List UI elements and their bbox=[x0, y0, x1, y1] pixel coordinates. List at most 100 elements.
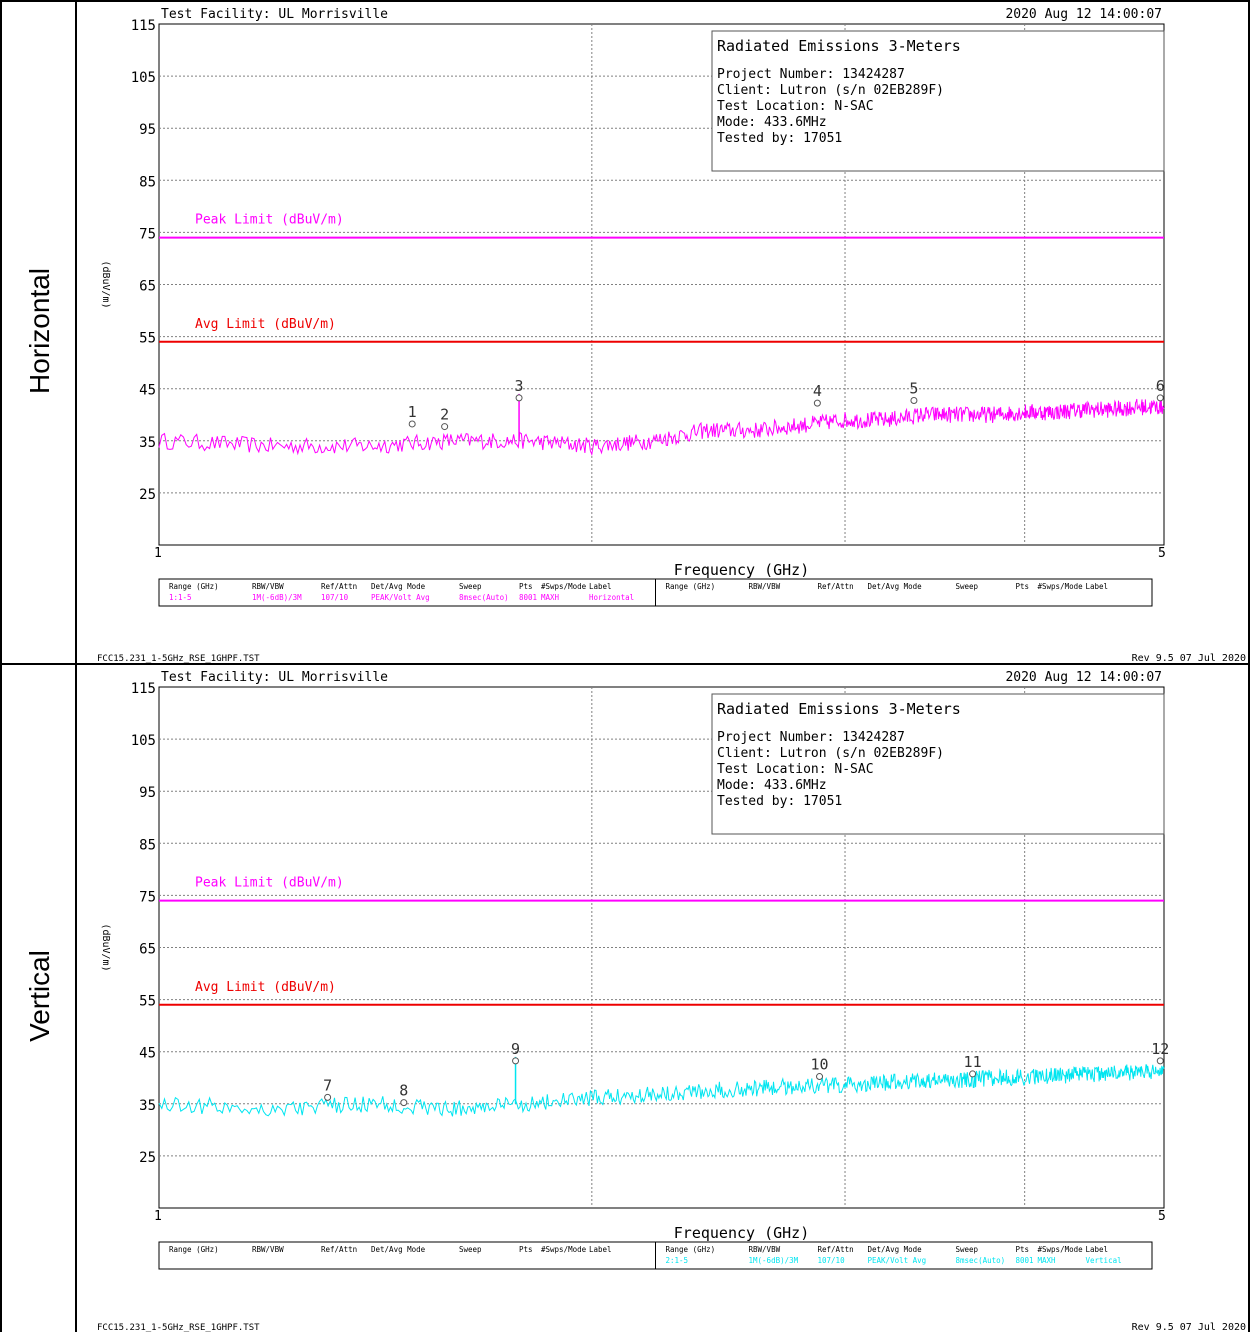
table-header: RBW/VBW bbox=[252, 1245, 284, 1254]
table-header: Range (GHz) bbox=[666, 582, 716, 591]
y-tick-label: 75 bbox=[139, 226, 156, 242]
table-header: Label bbox=[589, 582, 612, 591]
table-cell: 8msec(Auto) bbox=[956, 1256, 1006, 1265]
limit-label: Avg Limit (dBuV/m) bbox=[195, 980, 336, 995]
limit-label: Peak Limit (dBuV/m) bbox=[195, 876, 344, 891]
limit-label: Peak Limit (dBuV/m) bbox=[195, 213, 344, 228]
info-line: Client: Lutron (s/n 02EB289F) bbox=[717, 746, 944, 761]
table-header: RBW/VBW bbox=[252, 582, 284, 591]
table-header: Range (GHz) bbox=[666, 1245, 716, 1254]
x-axis-label: Frequency (GHz) bbox=[674, 561, 809, 579]
table-cell: 107/10 bbox=[818, 1256, 846, 1265]
info-line: Project Number: 13424287 bbox=[717, 730, 905, 745]
y-tick-label: 55 bbox=[139, 994, 156, 1010]
table-cell: 1M(-6dB)/3M bbox=[252, 593, 302, 602]
y-tick-label: 105 bbox=[131, 733, 156, 749]
table-cell: PEAK/Volt Avg bbox=[371, 593, 430, 602]
marker-label: 3 bbox=[515, 377, 524, 395]
y-tick-label: 35 bbox=[139, 1098, 156, 1114]
frame-middle bbox=[0, 663, 1250, 665]
y-axis-label: (dBuV/m) bbox=[100, 923, 111, 971]
y-tick-label: 75 bbox=[139, 889, 156, 905]
table-cell: 1M(-6dB)/3M bbox=[749, 1256, 799, 1265]
table-header: Pts bbox=[519, 582, 533, 591]
table-header: RBW/VBW bbox=[749, 582, 781, 591]
marker-point bbox=[1156, 394, 1164, 402]
table-cell: MAXH bbox=[1038, 1256, 1057, 1265]
y-tick-label: 105 bbox=[131, 70, 156, 86]
footer-file: FCC15.231_1-5GHz_RSE_1GHPF.TST bbox=[97, 1323, 260, 1332]
marker-label: 9 bbox=[511, 1040, 520, 1058]
marker-label: 6 bbox=[1156, 377, 1165, 395]
table-header: Range (GHz) bbox=[169, 1245, 219, 1254]
y-tick-label: 45 bbox=[139, 383, 156, 399]
table-header: Ref/Attn bbox=[818, 582, 854, 591]
table-cell: 8msec(Auto) bbox=[459, 593, 509, 602]
table-cell: 1:1-5 bbox=[169, 593, 192, 602]
info-line: Mode: 433.6MHz bbox=[717, 115, 827, 130]
marker-point bbox=[813, 399, 821, 407]
frame-top bbox=[0, 0, 1250, 2]
datetime-text: 2020 Aug 12 14:00:07 bbox=[1005, 7, 1162, 22]
info-line: Tested by: 17051 bbox=[717, 794, 842, 809]
y-tick-label: 25 bbox=[139, 1150, 156, 1166]
x-start-label: 1 bbox=[154, 1209, 162, 1224]
y-tick-label: 85 bbox=[139, 174, 156, 190]
y-tick-label: 65 bbox=[139, 942, 156, 958]
marker-label: 4 bbox=[813, 382, 822, 400]
table-cell: 2:1-5 bbox=[666, 1256, 689, 1265]
table-header: Label bbox=[1086, 1245, 1109, 1254]
table-cell: Vertical bbox=[1086, 1256, 1122, 1265]
table-header: Range (GHz) bbox=[169, 582, 219, 591]
trace-vertical bbox=[158, 1064, 1165, 1117]
table-header: Ref/Attn bbox=[818, 1245, 854, 1254]
table-header: Pts bbox=[1016, 582, 1030, 591]
info-box bbox=[711, 693, 1165, 835]
marker-label: 8 bbox=[399, 1082, 408, 1100]
table-header: Pts bbox=[1016, 1245, 1030, 1254]
table-header: #Swps/Mode bbox=[1038, 1245, 1084, 1254]
info-line: Mode: 433.6MHz bbox=[717, 778, 827, 793]
x-end-label: 5 bbox=[1158, 546, 1166, 561]
y-tick-label: 95 bbox=[139, 785, 156, 801]
marker-label: 10 bbox=[810, 1056, 828, 1074]
table-cell: 107/10 bbox=[321, 593, 349, 602]
facility-text: Test Facility: UL Morrisville bbox=[161, 7, 388, 22]
table-header: Label bbox=[589, 1245, 612, 1254]
datetime-text: 2020 Aug 12 14:00:07 bbox=[1005, 670, 1162, 685]
info-line: Test Location: N-SAC bbox=[717, 99, 874, 114]
x-axis-label: Frequency (GHz) bbox=[674, 1224, 809, 1242]
info-title: Radiated Emissions 3-Meters bbox=[717, 37, 961, 55]
x-start-label: 1 bbox=[154, 546, 162, 561]
facility-text: Test Facility: UL Morrisville bbox=[161, 670, 388, 685]
marker-point bbox=[969, 1070, 977, 1078]
table-header: Det/Avg Mode bbox=[371, 582, 426, 591]
marker-point bbox=[1156, 1057, 1164, 1065]
table-header: Sweep bbox=[956, 582, 979, 591]
marker-point bbox=[910, 397, 918, 405]
frame-divider bbox=[75, 0, 77, 1332]
marker-point bbox=[408, 420, 416, 428]
table-header: Det/Avg Mode bbox=[371, 1245, 426, 1254]
y-tick-label: 85 bbox=[139, 837, 156, 853]
x-end-label: 5 bbox=[1158, 1209, 1166, 1224]
table-cell: 8001 bbox=[1016, 1256, 1034, 1265]
marker-label: 1 bbox=[408, 403, 417, 421]
y-tick-label: 115 bbox=[131, 681, 156, 697]
side-label-horizontal: Horizontal bbox=[24, 267, 55, 395]
info-title: Radiated Emissions 3-Meters bbox=[717, 700, 961, 718]
footer-rev: Rev 9.5 07 Jul 2020 bbox=[1132, 653, 1246, 663]
y-tick-label: 55 bbox=[139, 331, 156, 347]
table-cell: 8001 bbox=[519, 593, 537, 602]
table-cell: Horizontal bbox=[589, 593, 634, 602]
marker-label: 7 bbox=[323, 1076, 332, 1094]
y-tick-label: 95 bbox=[139, 122, 156, 138]
marker-label: 12 bbox=[1151, 1040, 1169, 1058]
table-header: Ref/Attn bbox=[321, 582, 357, 591]
side-label-vertical: Vertical bbox=[24, 950, 55, 1042]
table-header: Pts bbox=[519, 1245, 533, 1254]
table-header: Sweep bbox=[459, 582, 482, 591]
